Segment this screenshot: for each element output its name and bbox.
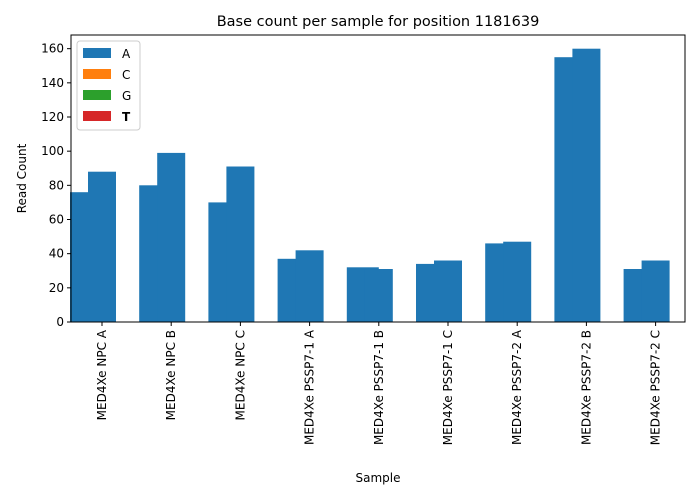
y-axis: 0 20 40 60 80 100 120 140 160 <box>41 42 71 329</box>
y-tick-label: 160 <box>41 42 64 56</box>
bar-1-2 <box>88 171 116 322</box>
x-tick-label: MED4Xe NPC A <box>95 329 109 420</box>
bar-9-2 <box>641 260 670 322</box>
y-axis-label: Read Count <box>15 143 29 213</box>
legend-swatch <box>83 90 111 100</box>
y-tick-label: 80 <box>49 178 64 192</box>
legend-label: G <box>122 89 131 103</box>
legend-swatch <box>83 69 111 79</box>
y-tick-label: 20 <box>49 281 64 295</box>
y-tick-label: 40 <box>49 247 64 261</box>
bar-2-2 <box>157 152 186 322</box>
y-tick-label: 60 <box>49 213 64 227</box>
x-tick-label: MED4Xe NPC B <box>164 330 178 420</box>
legend-swatch <box>83 48 111 58</box>
chart-title: Base count per sample for position 11816… <box>217 14 540 30</box>
x-tick-label: MED4Xe NPC C <box>233 330 247 420</box>
x-tick-label: MED4Xe PSSP7-1 C <box>441 330 455 445</box>
x-tick-label: MED4Xe PSSP7-2 B <box>579 330 593 445</box>
y-tick-label: 100 <box>41 144 64 158</box>
bar-5-2 <box>364 269 393 322</box>
legend-label: T <box>122 110 131 124</box>
bar-6-2 <box>434 260 462 322</box>
plot-frame <box>70 34 686 323</box>
y-tick-label: 140 <box>41 76 64 90</box>
bar-7-2 <box>503 241 532 322</box>
x-tick-label: MED4Xe PSSP7-2 C <box>649 330 663 445</box>
y-tick-label: 0 <box>56 315 64 329</box>
legend-label: A <box>122 47 131 61</box>
x-axis-label: Sample <box>356 471 401 485</box>
bar-4-2 <box>295 250 324 323</box>
x-axis: MED4Xe NPC A MED4Xe NPC B MED4Xe NPC C MED4… <box>95 322 663 445</box>
y-tick-label: 120 <box>41 110 64 124</box>
legend-swatch <box>83 111 111 121</box>
legend-box <box>76 40 141 131</box>
x-tick-label: MED4Xe PSSP7-1 B <box>372 330 386 445</box>
bars <box>70 48 670 323</box>
legend-label: C <box>122 68 130 82</box>
bar-3-2 <box>226 166 255 322</box>
x-tick-label: MED4Xe PSSP7-1 A <box>303 329 317 445</box>
x-tick-label: MED4Xe PSSP7-2 A <box>510 329 524 445</box>
bar-8-2 <box>572 48 601 322</box>
